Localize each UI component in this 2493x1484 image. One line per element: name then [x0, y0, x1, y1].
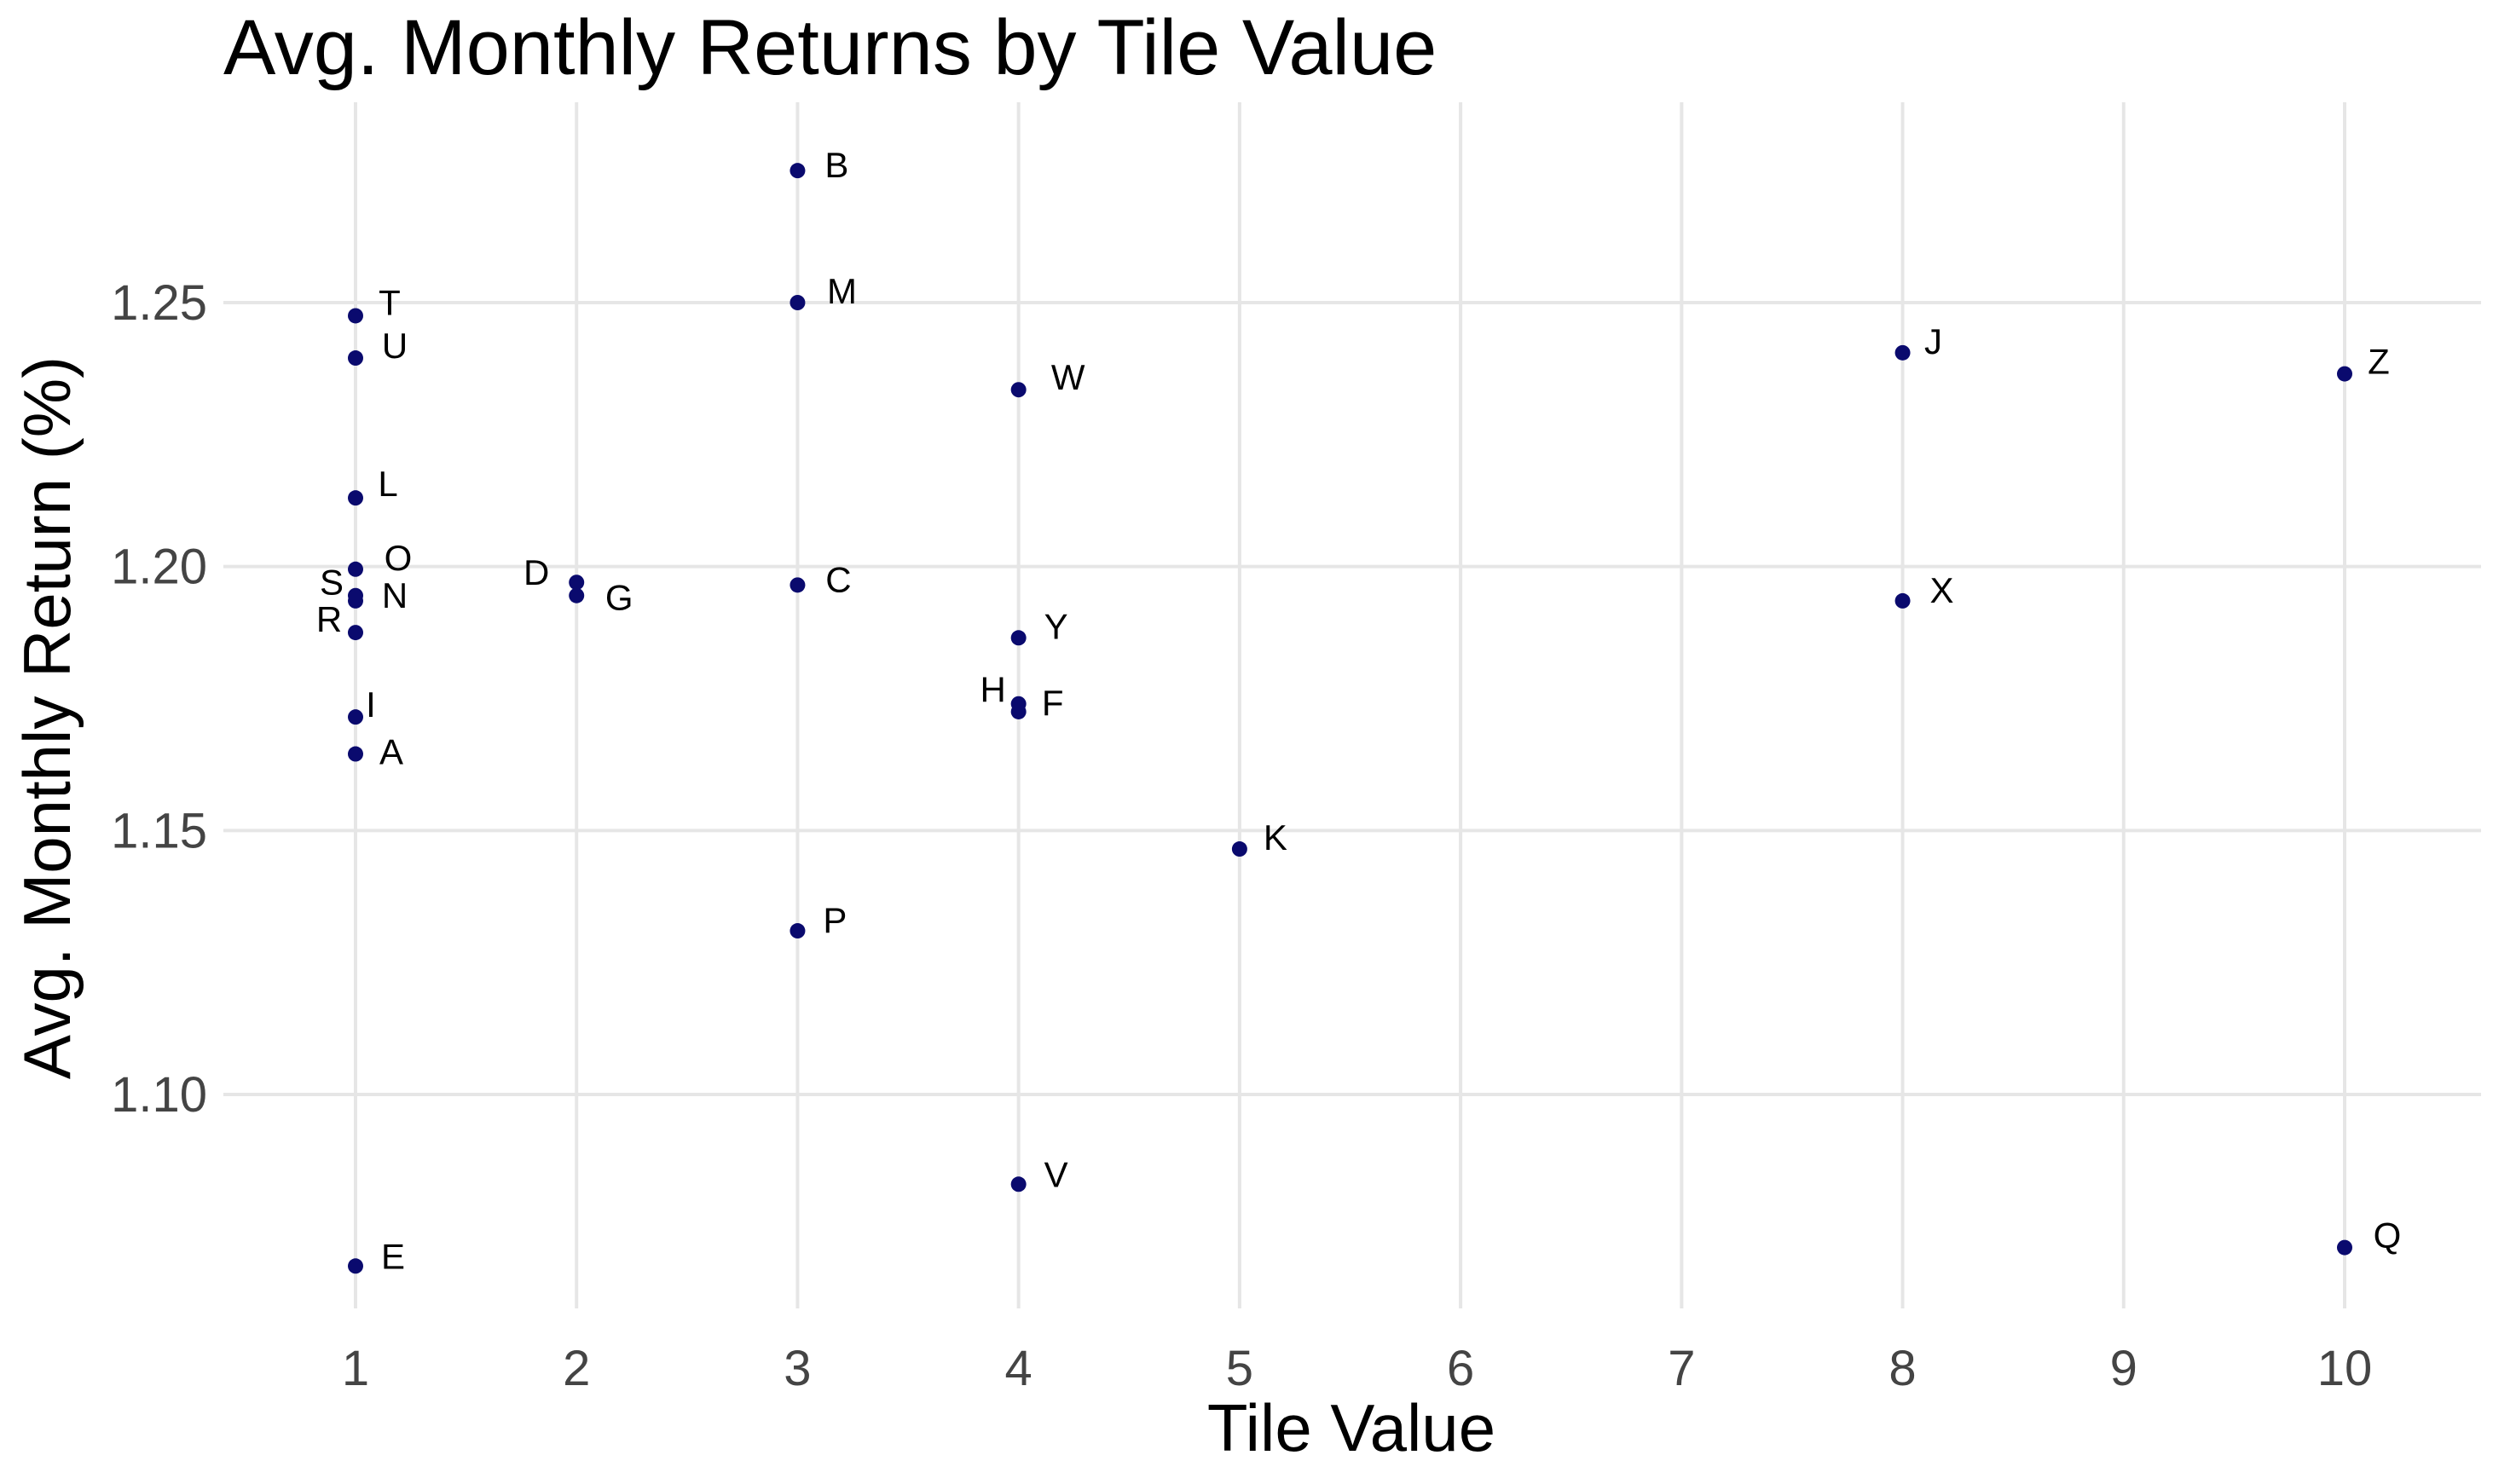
x-tick-label: 4: [1005, 1341, 1032, 1396]
point-label-z: Z: [2368, 342, 2390, 382]
y-tick-label: 1.25: [111, 275, 207, 331]
point-label-j: J: [1924, 321, 1942, 361]
point-label-g: G: [605, 578, 633, 618]
data-point-j: [1894, 344, 1911, 361]
data-point-q: [2337, 1239, 2352, 1256]
data-point-t: [348, 308, 363, 324]
point-label-f: F: [1042, 683, 1064, 723]
data-point-o: [348, 561, 363, 577]
grid-layer: [223, 102, 2481, 1308]
point-label-k: K: [1264, 817, 1287, 857]
point-label-p: P: [823, 900, 847, 940]
point-label-w: W: [1051, 357, 1085, 397]
x-tick-label: 9: [2110, 1341, 2137, 1396]
point-label-u: U: [382, 326, 408, 366]
point-label-y: Y: [1044, 606, 1068, 646]
y-tick-label: 1.20: [111, 540, 207, 595]
data-point-h: [1010, 696, 1027, 712]
data-point-b: [790, 163, 806, 179]
point-label-t: T: [379, 282, 401, 322]
point-label-c: C: [825, 559, 851, 599]
point-label-r: R: [316, 599, 342, 639]
point-label-q: Q: [2374, 1215, 2402, 1256]
data-point-k: [1231, 841, 1247, 857]
x-tick-label: 5: [1226, 1341, 1253, 1396]
point-labels: A B C D E F G H I J K L M NO P Q RS TU V W X Y Z: [316, 145, 2402, 1276]
point-label-h: H: [980, 670, 1005, 710]
point-label-v: V: [1044, 1154, 1068, 1194]
x-tick-label: 2: [563, 1341, 590, 1396]
data-point-y: [1010, 630, 1027, 646]
data-point-a: [348, 746, 363, 762]
data-point-c: [790, 577, 806, 593]
point-label-x: X: [1930, 570, 1954, 610]
tick-labels: 1 2 3 4 5 6 7 8 9 10 1.10 1.15 1.20 1.25: [111, 275, 2372, 1396]
point-label-e: E: [381, 1236, 405, 1276]
data-point-e: [348, 1258, 363, 1274]
point-label-i: I: [366, 684, 376, 725]
x-axis-title: Tile Value: [1207, 1390, 1495, 1465]
y-axis-title: Avg. Monthly Return (%): [9, 356, 84, 1079]
point-label-o: O: [385, 538, 413, 578]
x-tick-label: 8: [1889, 1341, 1916, 1396]
data-point-m: [790, 295, 806, 310]
data-point-r: [348, 625, 363, 641]
point-label-l: L: [378, 464, 397, 504]
point-label-a: A: [379, 732, 403, 772]
point-label-s: S: [320, 563, 344, 603]
x-tick-label: 10: [2317, 1341, 2373, 1396]
data-point-s: [348, 587, 363, 603]
x-tick-label: 1: [342, 1341, 369, 1396]
y-tick-label: 1.10: [111, 1067, 207, 1123]
data-point-u: [348, 350, 363, 367]
x-tick-label: 3: [784, 1341, 811, 1396]
chart-title: Avg. Monthly Returns by Tile Value: [223, 4, 1437, 91]
data-points: [348, 163, 2352, 1274]
data-point-p: [790, 923, 806, 939]
point-label-d: D: [523, 552, 549, 592]
data-point-i: [348, 709, 363, 725]
point-label-m: M: [827, 271, 857, 311]
data-point-l: [348, 490, 363, 506]
x-tick-label: 7: [1668, 1341, 1695, 1396]
point-label-n: N: [382, 575, 408, 615]
data-point-z: [2337, 366, 2352, 382]
data-point-x: [1894, 592, 1911, 609]
data-point-g: [569, 587, 585, 603]
data-point-w: [1010, 382, 1027, 398]
y-tick-label: 1.15: [111, 803, 207, 858]
x-tick-label: 6: [1447, 1341, 1474, 1396]
data-point-d: [569, 575, 585, 591]
point-label-b: B: [824, 145, 848, 185]
data-point-v: [1010, 1176, 1027, 1192]
